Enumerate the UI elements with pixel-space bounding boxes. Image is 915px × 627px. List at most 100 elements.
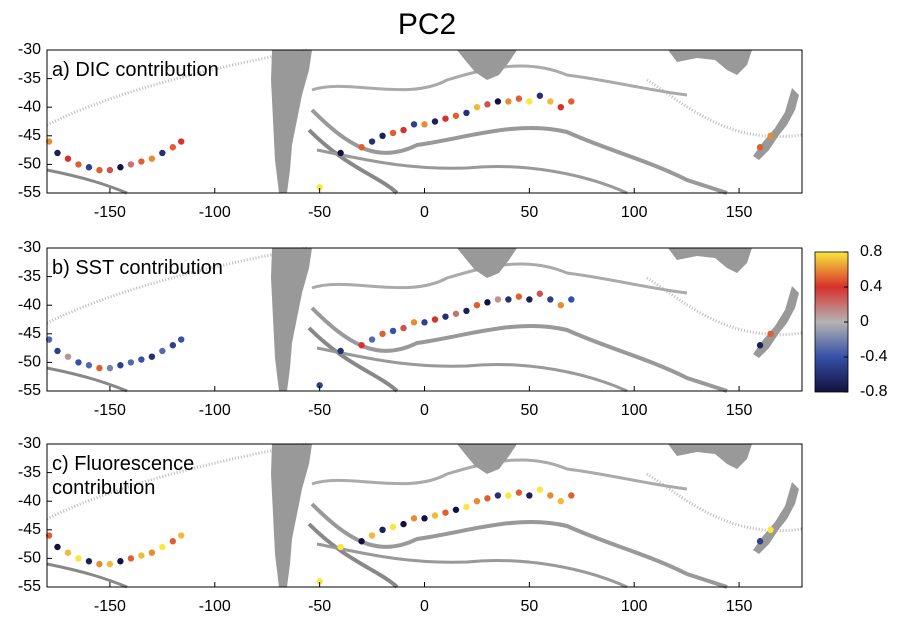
y-tick-label: -40 xyxy=(18,492,41,509)
x-tick-label: -50 xyxy=(308,598,331,615)
data-point xyxy=(64,549,72,556)
data-point xyxy=(358,342,365,349)
x-tick-label: 150 xyxy=(726,402,753,419)
y-tick-label: -55 xyxy=(18,382,41,399)
data-point xyxy=(54,149,61,157)
data-point xyxy=(756,144,764,151)
y-tick-label: -50 xyxy=(18,156,41,173)
data-point xyxy=(75,555,82,562)
data-point xyxy=(96,166,103,174)
data-point xyxy=(568,296,575,303)
data-point xyxy=(169,342,177,349)
x-tick-label: 0 xyxy=(420,598,429,615)
y-tick-label: -35 xyxy=(18,464,41,481)
x-tick-label: -150 xyxy=(94,598,126,615)
data-point xyxy=(379,330,386,337)
data-point xyxy=(178,336,185,343)
data-point xyxy=(452,112,460,119)
data-point xyxy=(505,492,512,499)
data-point xyxy=(463,109,470,117)
data-point xyxy=(127,555,135,562)
data-point xyxy=(127,161,135,168)
y-tick-label: -30 xyxy=(18,435,41,452)
data-point xyxy=(178,138,185,145)
colorbar-tick-label: -0.4 xyxy=(860,348,888,365)
data-point xyxy=(484,495,491,502)
data-point xyxy=(400,520,407,528)
points xyxy=(45,290,774,389)
colorbar-tick-label: 0.4 xyxy=(860,278,882,295)
x-tick-label: 100 xyxy=(621,402,648,419)
x-tick-label: -150 xyxy=(94,204,126,221)
data-point xyxy=(494,296,502,303)
data-point xyxy=(400,324,407,332)
data-point xyxy=(526,492,533,499)
colorbar xyxy=(814,251,849,393)
data-point xyxy=(526,98,533,105)
data-point xyxy=(547,296,554,303)
data-point xyxy=(169,538,177,545)
data-point xyxy=(431,118,439,125)
data-point xyxy=(148,353,156,360)
data-point xyxy=(463,307,470,315)
y-tick-label: -35 xyxy=(18,70,41,87)
x-tick-label: 150 xyxy=(726,204,753,221)
points xyxy=(45,486,774,585)
x-tick-label: -50 xyxy=(308,204,331,221)
data-point xyxy=(505,296,512,303)
data-point xyxy=(138,158,145,165)
data-point xyxy=(64,155,72,162)
data-point xyxy=(463,503,470,511)
data-point xyxy=(389,129,397,137)
x-tick-label: 50 xyxy=(520,598,538,615)
x-tick-label: 50 xyxy=(520,204,538,221)
data-point xyxy=(96,364,103,372)
data-point xyxy=(431,512,439,519)
data-point xyxy=(410,319,418,326)
data-point xyxy=(515,489,523,496)
data-point xyxy=(494,98,502,105)
data-point xyxy=(557,498,565,505)
data-point xyxy=(337,543,344,551)
data-point xyxy=(505,98,512,105)
data-point xyxy=(75,359,82,366)
data-point xyxy=(557,302,565,309)
panel-label: a) DIC contribution xyxy=(52,59,219,81)
y-tick-label: -45 xyxy=(18,521,41,538)
x-tick-label: 100 xyxy=(621,598,648,615)
y-tick-label: -30 xyxy=(18,239,41,256)
y-tick-label: -30 xyxy=(18,41,41,58)
x-tick-label: -100 xyxy=(199,402,231,419)
data-point xyxy=(117,362,124,369)
data-point xyxy=(159,347,166,355)
data-point xyxy=(127,359,135,366)
data-point xyxy=(316,382,323,389)
x-tick-label: 100 xyxy=(621,204,648,221)
data-point xyxy=(421,319,428,326)
data-point xyxy=(536,290,544,297)
x-tick-label: -50 xyxy=(308,402,331,419)
data-point xyxy=(431,316,439,323)
data-point xyxy=(568,492,575,499)
data-point xyxy=(358,538,365,545)
data-point xyxy=(106,560,114,568)
data-point xyxy=(316,184,323,191)
data-point xyxy=(178,532,185,539)
data-point xyxy=(557,104,565,111)
data-point xyxy=(767,330,774,337)
data-point xyxy=(442,313,449,320)
panel-label: c) Fluorescence contribution xyxy=(52,453,195,499)
data-point xyxy=(106,364,114,372)
data-point xyxy=(85,164,93,171)
data-point xyxy=(756,342,764,349)
data-point xyxy=(484,101,491,108)
data-point xyxy=(117,164,124,171)
chart-title: PC2 xyxy=(398,8,456,41)
data-point xyxy=(368,138,376,145)
data-point xyxy=(368,336,376,343)
data-point xyxy=(379,132,386,139)
data-point xyxy=(515,293,523,300)
data-point xyxy=(169,144,177,151)
